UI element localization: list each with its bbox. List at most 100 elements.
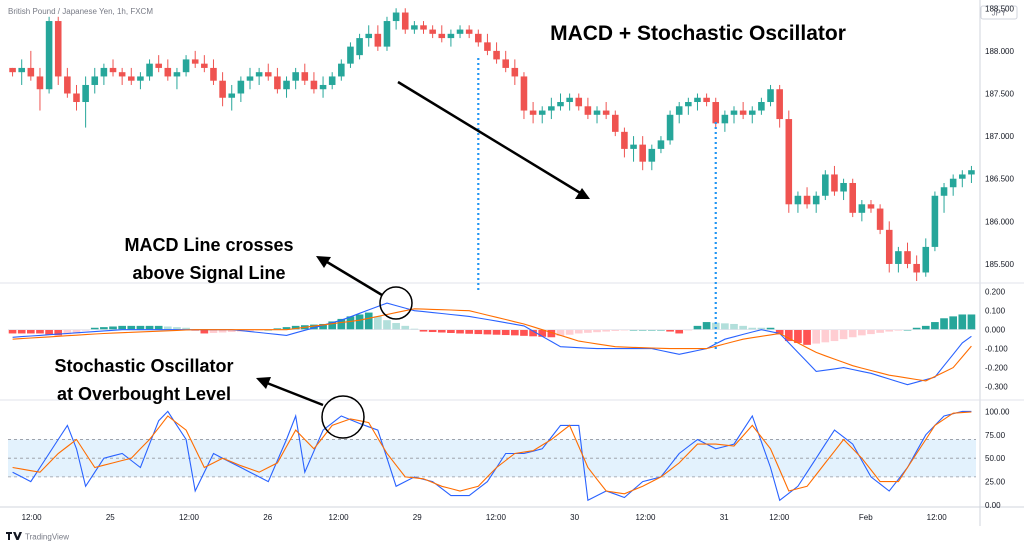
histogram-bar	[885, 329, 894, 332]
symbol-label[interactable]: British Pound / Japanese Yen, 1h, FXCM	[8, 7, 153, 16]
histogram-bar	[227, 329, 236, 333]
histogram-bar	[547, 329, 556, 338]
candle-body	[54, 21, 62, 77]
stoch-note-line-2: at Overbought Level	[57, 384, 231, 404]
histogram-bar	[858, 329, 866, 336]
candle-body	[639, 144, 646, 162]
histogram-bar	[337, 318, 346, 330]
histogram-bar	[437, 329, 446, 333]
candle-body	[675, 106, 683, 115]
histogram-bar	[666, 329, 674, 332]
histogram-bar	[364, 312, 373, 330]
candle-body	[520, 76, 528, 111]
candle-body	[913, 263, 920, 273]
time-tick-label: 25	[106, 513, 115, 522]
histogram-bar	[794, 329, 802, 343]
time-tick-label: 26	[263, 513, 272, 522]
macd-tick-label: -0.300	[985, 383, 1008, 392]
histogram-bar	[593, 329, 601, 333]
trend-arrow-shaft	[397, 80, 583, 196]
histogram-bar	[246, 329, 254, 331]
currency-badge[interactable]: JPY	[992, 9, 1007, 18]
candle-body	[438, 33, 446, 39]
candle-body	[210, 67, 217, 81]
brand[interactable]: TradingView	[6, 532, 69, 542]
candle-body	[849, 182, 857, 213]
histogram-bar	[894, 329, 903, 331]
histogram-bar	[145, 325, 154, 330]
histogram-bar	[136, 325, 145, 330]
histogram-bar	[392, 323, 400, 330]
candle-body	[922, 246, 930, 273]
candle-body	[566, 97, 573, 103]
macd-tick-label: -0.200	[985, 364, 1008, 373]
histogram-bar	[374, 316, 382, 330]
histogram-bar	[72, 329, 81, 334]
macd-line	[12, 302, 972, 386]
histogram-bar	[501, 329, 510, 336]
signal-line	[12, 308, 972, 382]
candle-body	[155, 63, 162, 68]
candle-body	[411, 25, 418, 30]
candle-body	[292, 72, 299, 81]
histogram-bar	[803, 329, 811, 345]
candle-body	[27, 67, 35, 77]
candle-body	[164, 67, 172, 77]
candle-body	[758, 102, 765, 111]
candle-body	[748, 110, 756, 115]
candle-body	[584, 106, 592, 115]
histogram-bar	[26, 329, 35, 334]
candle-body	[319, 84, 327, 90]
time-tick-label: 12:00	[22, 513, 43, 522]
time-tick-label: 29	[413, 513, 422, 522]
stoch-k-line	[12, 410, 972, 502]
candle-body	[328, 76, 336, 85]
candle-body	[611, 114, 619, 132]
histogram-bar	[757, 327, 766, 330]
histogram-bar	[721, 323, 729, 330]
candle-body	[831, 174, 838, 192]
candle-body	[274, 76, 281, 90]
histogram-bar	[748, 327, 757, 330]
candle-body	[82, 84, 89, 103]
histogram-bar	[447, 329, 455, 333]
stoch-tick-label: 0.00	[985, 501, 1001, 510]
candle-body	[812, 195, 820, 205]
stoch-overbought-circle	[321, 395, 365, 439]
histogram-bar	[931, 322, 939, 330]
candle-body	[456, 29, 464, 34]
price-tick-label: 188.500	[985, 4, 1014, 13]
candle-body	[475, 33, 482, 43]
candle-body	[949, 178, 957, 188]
candle-body	[201, 63, 208, 68]
candle-body	[721, 114, 729, 124]
time-tick-label: 12:00	[927, 513, 948, 522]
candle-body	[794, 195, 802, 205]
stoch-note-arrow-shaft	[266, 381, 324, 407]
candle-body	[45, 21, 53, 90]
histogram-bar	[693, 325, 702, 330]
histogram-bar	[584, 329, 592, 333]
histogram-bar	[346, 316, 355, 330]
macd-note-arrow-head	[316, 256, 331, 268]
histogram-bar	[538, 329, 547, 337]
candle-body	[237, 80, 245, 94]
histogram-bar	[465, 329, 474, 334]
histogram-bar	[574, 329, 583, 334]
histogram-bar	[474, 329, 483, 335]
histogram-bar	[383, 320, 391, 330]
candle-body	[146, 63, 153, 77]
stoch-note-arrow-head	[256, 377, 271, 389]
candle-body	[264, 72, 272, 77]
stoch-note-line-1: Stochastic Oscillator	[54, 356, 233, 376]
price-tick-label: 186.500	[985, 175, 1014, 184]
stoch-tick-label: 100.00	[985, 407, 1010, 416]
histogram-bar	[602, 329, 610, 332]
candle-body	[840, 182, 847, 192]
histogram-bar	[912, 327, 921, 330]
histogram-bar	[520, 329, 528, 336]
candle-body	[657, 140, 665, 149]
candle-body	[858, 204, 866, 213]
candle-body	[310, 80, 318, 90]
candle-body	[529, 110, 537, 115]
